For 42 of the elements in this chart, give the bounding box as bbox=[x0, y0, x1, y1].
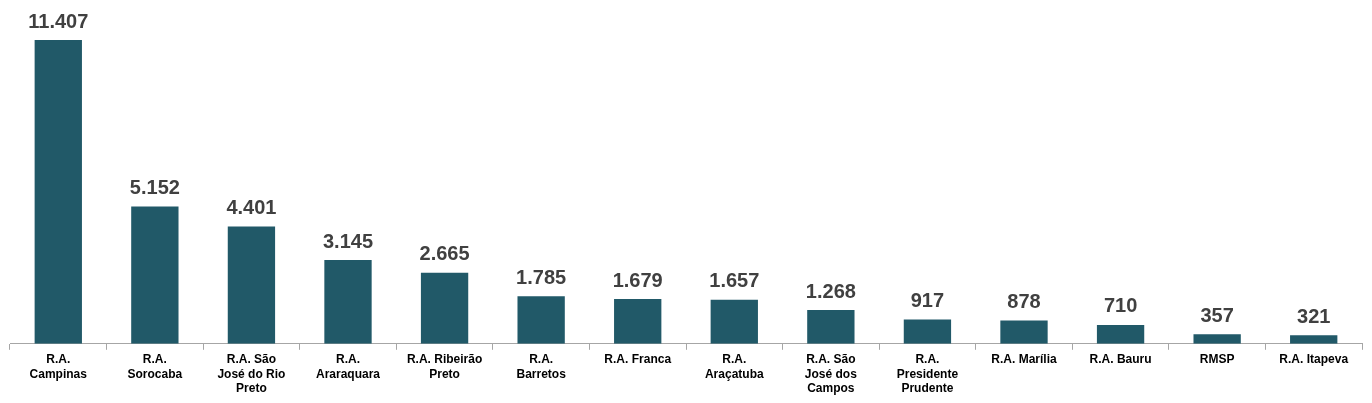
bar bbox=[131, 206, 179, 344]
bar bbox=[1193, 334, 1241, 344]
x-tick-label: RMSP bbox=[1199, 352, 1235, 367]
bar bbox=[324, 260, 372, 344]
bar bbox=[227, 226, 276, 344]
bar bbox=[420, 272, 469, 344]
x-tick-label: R.A. Campinas bbox=[29, 352, 88, 381]
x-tick-label: R.A. Araraquara bbox=[315, 352, 381, 381]
data-label: 1.268 bbox=[805, 279, 856, 302]
bar bbox=[710, 299, 758, 344]
x-tick-label: R.A. São José do Rio Preto bbox=[217, 352, 286, 396]
data-label: 878 bbox=[1007, 289, 1041, 312]
data-label: 1.785 bbox=[516, 265, 567, 288]
x-tick-label: R.A. Itapeva bbox=[1279, 352, 1349, 367]
data-label: 1.657 bbox=[709, 269, 760, 292]
data-label: 321 bbox=[1297, 304, 1331, 327]
bar bbox=[34, 40, 82, 344]
bar bbox=[1000, 320, 1048, 344]
x-tick-label: R.A. Barretos bbox=[516, 352, 567, 381]
data-label: 3.145 bbox=[322, 229, 374, 252]
x-tick-label: R.A. Sorocaba bbox=[127, 352, 183, 381]
data-label: 917 bbox=[910, 288, 945, 311]
x-tick-label: R.A. Bauru bbox=[1089, 352, 1152, 367]
data-label: 5.152 bbox=[129, 176, 180, 199]
x-tick-label: R.A. Franca bbox=[604, 352, 672, 367]
data-label: 11.407 bbox=[28, 9, 89, 32]
data-label: 1.679 bbox=[612, 268, 663, 291]
data-label: 4.401 bbox=[226, 196, 277, 219]
data-label: 357 bbox=[1200, 303, 1234, 326]
bar bbox=[903, 319, 952, 344]
bar bbox=[1290, 335, 1338, 344]
x-tick-label: R.A. Ribeirão Preto bbox=[406, 352, 483, 381]
data-label: 2.665 bbox=[419, 242, 470, 265]
x-tick-label: R.A. Marília bbox=[991, 352, 1057, 367]
bar bbox=[1096, 324, 1145, 344]
bar bbox=[807, 310, 855, 344]
x-tick-label: R.A. Araçatuba bbox=[704, 352, 764, 381]
bar bbox=[614, 299, 662, 344]
data-label: 710 bbox=[1103, 294, 1138, 317]
x-tick-label: R.A. Presidente Prudente bbox=[896, 352, 959, 396]
bar bbox=[517, 296, 565, 344]
x-tick-label: R.A. São José dos Campos bbox=[804, 352, 858, 396]
